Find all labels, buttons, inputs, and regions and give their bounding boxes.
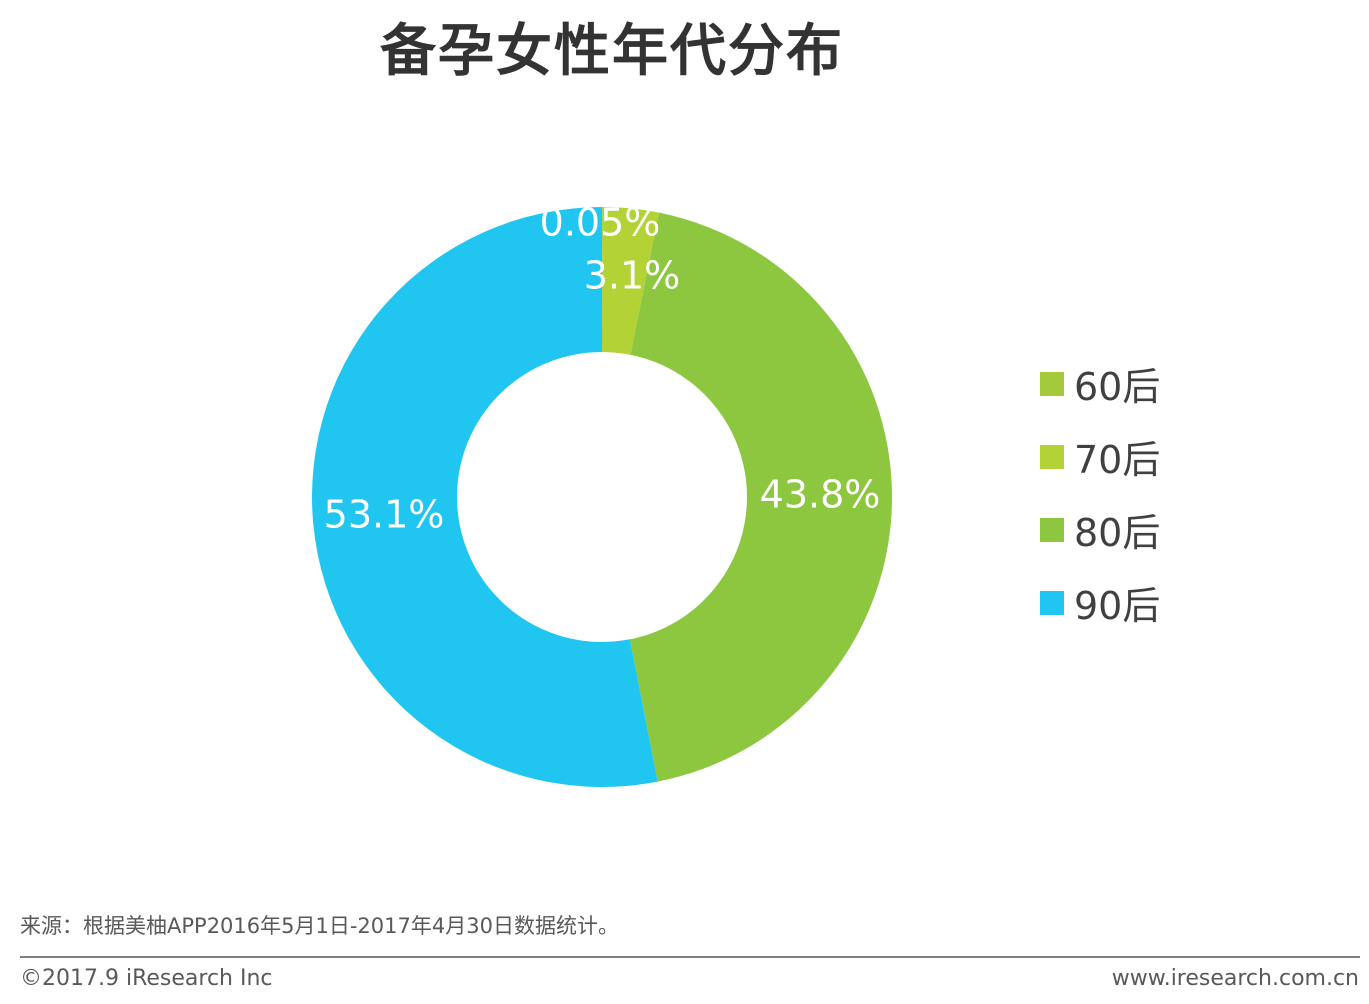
data-labels-group: 0.05% 3.1% 43.8% 53.1%	[324, 201, 881, 537]
slice-60	[602, 207, 603, 353]
legend-item-80: 80后	[1040, 496, 1260, 556]
legend-swatch-70	[1040, 445, 1064, 469]
legend-label-60: 60后	[1074, 365, 1161, 409]
legend-label-80: 80后	[1074, 511, 1161, 555]
legend-item-70: 70后	[1040, 423, 1260, 483]
footer-divider	[20, 956, 1360, 958]
source-note: 来源：根据美柚APP2016年5月1日-2017年4月30日数据统计。	[20, 914, 619, 938]
copyright: ©2017.9 iResearch Inc	[20, 966, 273, 991]
legend-swatch-90	[1040, 591, 1064, 615]
data-label-80: 43.8%	[760, 473, 881, 517]
chart-title: 备孕女性年代分布	[380, 19, 844, 84]
data-label-90: 53.1%	[324, 493, 445, 537]
slices-group	[312, 207, 892, 787]
legend-item-90: 90后	[1040, 569, 1260, 629]
data-label-60: 0.05%	[540, 201, 661, 245]
slice-90	[312, 207, 658, 787]
legend-label-90: 90后	[1074, 584, 1161, 628]
legend-item-60: 60后	[1040, 350, 1260, 410]
slice-70	[602, 207, 659, 355]
legend-swatch-80	[1040, 518, 1064, 542]
slice-80	[629, 212, 892, 782]
legend-label-70: 70后	[1074, 438, 1161, 482]
legend-swatch-60	[1040, 372, 1064, 396]
data-label-70: 3.1%	[584, 254, 681, 298]
website-link[interactable]: www.iresearch.com.cn	[1111, 966, 1359, 991]
